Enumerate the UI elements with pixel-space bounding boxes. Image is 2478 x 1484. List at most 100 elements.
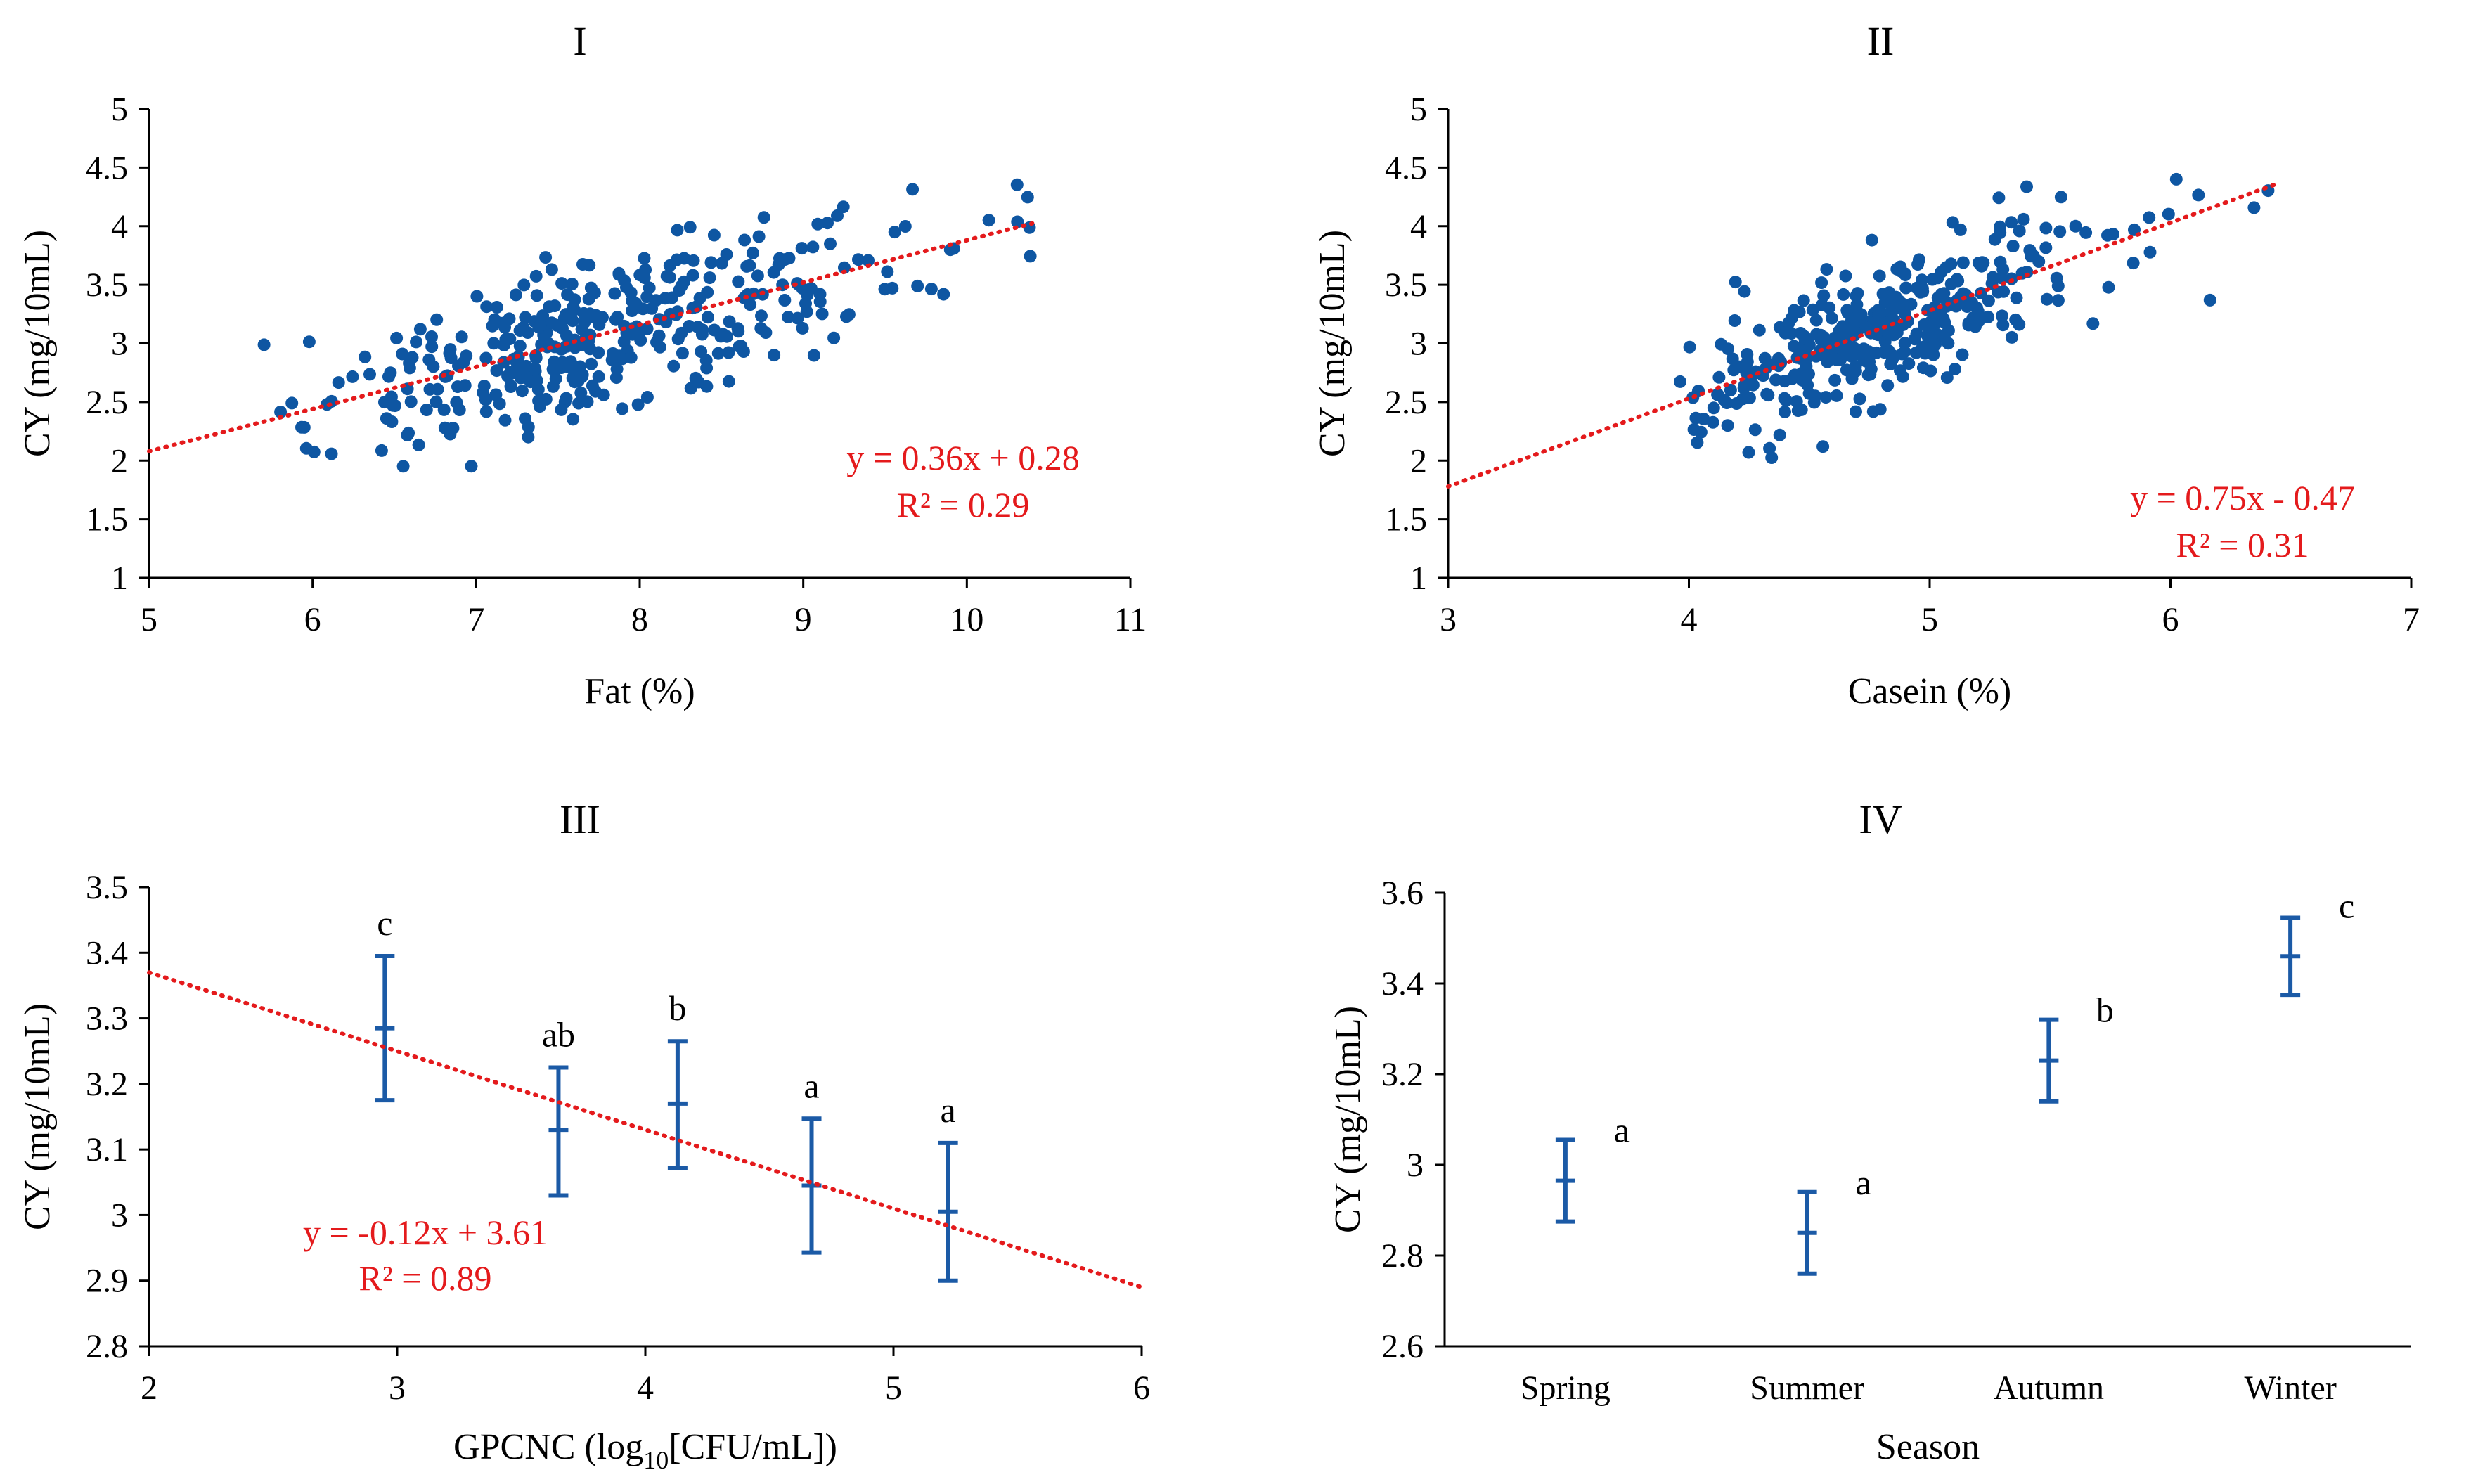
data-point	[586, 379, 599, 392]
trendline	[147, 221, 1035, 453]
x-category-label: Autumn	[1994, 1369, 2104, 1407]
data-point	[1010, 178, 1024, 191]
data-point	[815, 307, 829, 321]
data-point	[1895, 296, 1908, 309]
data-point	[486, 319, 499, 333]
data-point	[1869, 346, 1883, 359]
data-point	[543, 300, 556, 314]
data-point	[888, 226, 901, 239]
y-tick-label: 3	[1407, 1147, 1424, 1184]
significance-letter: c	[2339, 886, 2354, 925]
data-point	[1982, 310, 1995, 323]
data-point	[2107, 228, 2119, 241]
data-point	[703, 271, 716, 285]
data-point	[640, 322, 654, 335]
data-point	[1798, 332, 1812, 345]
data-point	[1885, 348, 1898, 361]
data-point	[640, 391, 654, 404]
data-point	[1691, 436, 1704, 449]
data-point	[1924, 315, 1937, 328]
y-tick-label: 2.8	[86, 1328, 128, 1365]
data-point	[1988, 233, 2001, 246]
data-point	[639, 263, 652, 276]
x-tick-label: 6	[2162, 601, 2179, 638]
x-tick-label: 6	[1133, 1369, 1150, 1407]
data-point	[1994, 220, 2006, 233]
data-point	[517, 278, 531, 292]
x-category-label: Summer	[1750, 1369, 1864, 1407]
data-point	[567, 413, 580, 426]
data-point	[1849, 364, 1862, 378]
data-point	[1994, 255, 2007, 269]
data-point	[1011, 215, 1024, 228]
data-point	[638, 252, 651, 265]
data-point	[425, 330, 438, 343]
trend-equation: y = 0.75x - 0.47	[2130, 478, 2355, 517]
data-point	[1940, 371, 1954, 385]
data-point	[722, 375, 735, 388]
data-point	[881, 265, 894, 278]
data-point	[597, 388, 610, 401]
data-point	[412, 438, 425, 451]
significance-letter: a	[1614, 1111, 1630, 1150]
data-point	[838, 261, 851, 274]
data-point	[695, 328, 709, 341]
data-point	[1962, 316, 1975, 330]
trendline	[147, 970, 1144, 1290]
data-point	[513, 324, 527, 337]
data-point	[852, 253, 865, 266]
data-point	[529, 362, 542, 375]
data-point	[574, 386, 588, 399]
data-point	[612, 349, 626, 363]
data-point	[425, 340, 439, 354]
data-point	[2127, 257, 2140, 270]
x-category-label: Spring	[1521, 1369, 1611, 1407]
data-point	[673, 284, 686, 297]
y-axis-label: CY (mg/10mL)	[1312, 230, 1353, 457]
data-point	[420, 404, 433, 416]
data-point	[609, 313, 622, 326]
data-point	[1867, 316, 1880, 330]
x-tick-label: 9	[795, 601, 812, 638]
data-point	[413, 323, 427, 336]
data-point	[1840, 304, 1854, 317]
data-point	[2102, 280, 2115, 294]
data-point	[410, 335, 422, 349]
data-point	[530, 374, 543, 387]
data-point	[1972, 257, 1985, 269]
data-point	[1779, 326, 1792, 340]
data-point	[1830, 389, 1843, 402]
y-tick-label: 3.4	[1381, 965, 1424, 1002]
data-point	[385, 390, 398, 404]
x-tick-label: 5	[141, 601, 157, 638]
data-point	[1819, 391, 1833, 404]
data-point	[699, 354, 713, 367]
data-point	[522, 430, 535, 444]
data-point	[582, 292, 595, 306]
data-point	[1850, 298, 1864, 311]
data-point	[608, 287, 621, 300]
data-point	[555, 403, 568, 416]
data-point	[813, 288, 827, 301]
y-tick-label: 2	[1410, 442, 1427, 479]
x-tick-label: 10	[950, 601, 983, 638]
data-point	[671, 224, 684, 237]
data-point	[568, 341, 581, 354]
data-point	[403, 356, 416, 370]
data-point	[574, 360, 587, 373]
y-tick-label: 3.2	[1381, 1056, 1424, 1093]
y-tick-label: 3.5	[1385, 266, 1427, 304]
data-point	[1748, 423, 1762, 437]
data-point	[831, 209, 844, 222]
data-point	[1779, 405, 1791, 418]
data-point	[593, 311, 606, 324]
y-tick-label: 1	[111, 560, 128, 597]
data-point	[2051, 294, 2065, 307]
data-point	[631, 398, 645, 411]
data-point	[487, 337, 501, 350]
data-point	[1816, 298, 1828, 311]
data-point	[2247, 201, 2261, 214]
data-point	[1916, 282, 1929, 295]
chart-title: IV	[1859, 796, 1902, 842]
data-point	[1935, 288, 1948, 301]
